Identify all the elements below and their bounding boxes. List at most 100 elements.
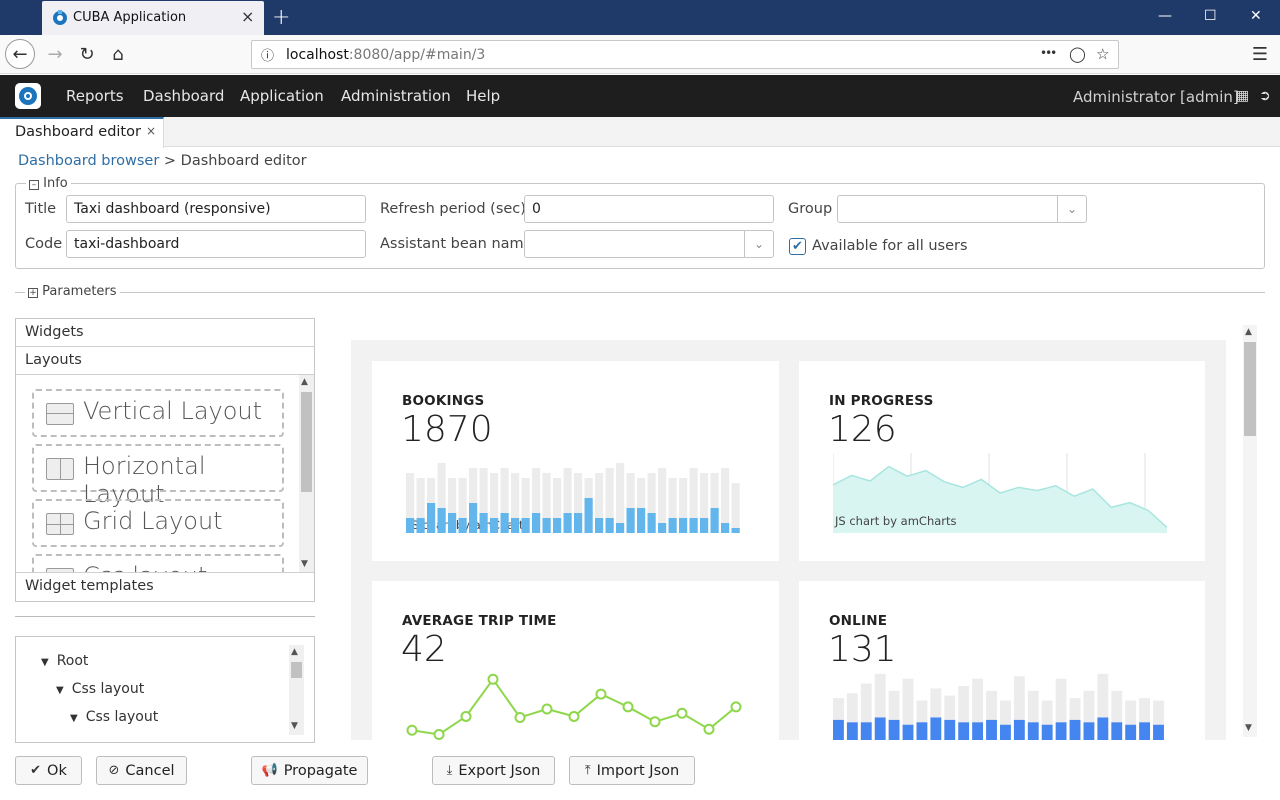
scroll-up-icon[interactable]: ▲ bbox=[1245, 327, 1252, 337]
expanded-icon[interactable]: ▼ bbox=[70, 713, 78, 724]
assistant-bean-dropdown[interactable]: ⌄ bbox=[524, 230, 774, 258]
scroll-up-icon[interactable]: ▲ bbox=[291, 647, 298, 657]
export-json-button[interactable]: ⤓ Export Json bbox=[432, 756, 555, 785]
scroll-thumb[interactable] bbox=[301, 392, 312, 492]
chart-bar bbox=[511, 518, 520, 533]
menu-application[interactable]: Application bbox=[240, 87, 324, 105]
url-bar[interactable]: ⓘ localhost:8080/app/#main/3 ••• ◯ ☆ bbox=[251, 40, 1119, 69]
group-dropdown[interactable]: ⌄ bbox=[837, 195, 1087, 223]
code-field[interactable]: taxi-dashboard bbox=[66, 230, 366, 258]
scroll-down-icon[interactable]: ▼ bbox=[1245, 723, 1252, 733]
chevron-down-icon[interactable]: ⌄ bbox=[744, 231, 773, 257]
upload-icon: ⤒ bbox=[584, 763, 591, 778]
tree-node[interactable]: ▼ Css layout bbox=[70, 709, 159, 725]
tree-node[interactable]: ▼ Css layout bbox=[56, 681, 145, 697]
breadcrumb-link-browser[interactable]: Dashboard browser bbox=[18, 153, 160, 169]
tab-close-icon[interactable]: × bbox=[146, 124, 157, 138]
bookmark-star-icon[interactable]: ☆ bbox=[1096, 45, 1110, 63]
home-icon[interactable]: ⌂ bbox=[112, 43, 124, 65]
reload-icon[interactable]: ↻ bbox=[79, 43, 95, 65]
parameters-legend[interactable]: + Parameters bbox=[25, 284, 120, 299]
chart-bar-bg bbox=[1055, 678, 1067, 740]
chevron-down-icon[interactable]: ⌄ bbox=[1057, 196, 1086, 222]
scroll-down-icon[interactable]: ▼ bbox=[291, 721, 298, 731]
window-mode-icon[interactable]: ▦ bbox=[1236, 88, 1250, 104]
canvas-scrollbar[interactable]: ▲ ▼ bbox=[1243, 325, 1257, 737]
refresh-period-field[interactable]: 0 bbox=[524, 195, 774, 223]
chart-bar-bg bbox=[1041, 700, 1053, 740]
menu-reports[interactable]: Reports bbox=[66, 87, 124, 105]
maximize-icon[interactable]: ☐ bbox=[1204, 8, 1217, 24]
site-info-icon[interactable]: ⓘ bbox=[261, 49, 275, 64]
accordion-widgets[interactable]: Widgets bbox=[16, 319, 314, 347]
logout-icon[interactable]: ➲ bbox=[1259, 88, 1271, 104]
expand-icon[interactable]: + bbox=[28, 288, 38, 298]
propagate-button[interactable]: 📢 Propagate bbox=[251, 756, 368, 785]
tab-dashboard-editor[interactable]: Dashboard editor × bbox=[0, 117, 164, 148]
accordion-widget-templates[interactable]: Widget templates bbox=[16, 573, 314, 601]
layouts-scrollbar[interactable]: ▲ ▼ bbox=[299, 375, 314, 572]
layout-item-vertical[interactable]: Vertical Layout bbox=[32, 389, 284, 437]
layout-item-grid[interactable]: Grid Layout bbox=[32, 499, 284, 547]
title-field[interactable]: Taxi dashboard (responsive) bbox=[66, 195, 366, 223]
tree-scrollbar[interactable]: ▲ ▼ bbox=[289, 645, 304, 735]
menu-dashboard[interactable]: Dashboard bbox=[143, 87, 225, 105]
import-json-button[interactable]: ⤒ Import Json bbox=[569, 756, 695, 785]
chart-bar bbox=[490, 518, 499, 533]
info-legend[interactable]: – Info bbox=[26, 176, 71, 191]
tree-node-root[interactable]: ▼ Root bbox=[41, 653, 89, 669]
minimize-icon[interactable]: — bbox=[1158, 8, 1172, 24]
chart-bar-bg bbox=[1000, 700, 1011, 740]
layout-item-css[interactable]: Css layout bbox=[32, 554, 284, 572]
scroll-thumb[interactable] bbox=[1244, 342, 1256, 436]
new-tab-icon[interactable]: + bbox=[272, 5, 291, 30]
collapse-icon[interactable]: – bbox=[29, 180, 39, 190]
card-title: BOOKINGS bbox=[402, 393, 485, 409]
chart-bar-bg bbox=[1027, 690, 1039, 740]
chart-bar-bg bbox=[406, 473, 415, 533]
app-tabsheet: Dashboard editor × bbox=[0, 117, 1280, 148]
browser-tab-title: CUBA Application bbox=[73, 10, 187, 25]
chart-bar bbox=[637, 508, 646, 533]
chart-bar bbox=[437, 508, 446, 533]
chart-bar bbox=[500, 513, 509, 533]
current-user[interactable]: Administrator [admin] bbox=[1073, 88, 1239, 106]
chart-bar-bg bbox=[944, 695, 956, 740]
layout-item-horizontal[interactable]: Horizontal Layout bbox=[32, 444, 284, 508]
scroll-up-icon[interactable]: ▲ bbox=[301, 377, 308, 387]
accordion-layouts[interactable]: Layouts bbox=[16, 347, 314, 375]
expanded-icon[interactable]: ▼ bbox=[56, 685, 64, 696]
widget-card[interactable]: AVERAGE TRIP TIME 42 bbox=[372, 581, 779, 740]
pocket-icon[interactable]: ◯ bbox=[1069, 45, 1086, 63]
cancel-button[interactable]: ⊘ Cancel bbox=[96, 756, 187, 785]
chart-bar bbox=[731, 528, 740, 533]
tab-label: Dashboard editor bbox=[15, 124, 141, 140]
back-icon[interactable]: ← bbox=[5, 39, 35, 69]
chart-bar-bg bbox=[700, 473, 709, 533]
chart-bar bbox=[846, 722, 858, 740]
chart-bar bbox=[647, 513, 656, 533]
menu-help[interactable]: Help bbox=[466, 87, 501, 105]
menu-administration[interactable]: Administration bbox=[341, 87, 451, 105]
widget-card[interactable]: ONLINE 131 bbox=[799, 581, 1205, 740]
dashboard-canvas[interactable]: BOOKINGS 1870 JS chart by amCharts IN PR… bbox=[351, 340, 1226, 740]
widget-card[interactable]: BOOKINGS 1870 JS chart by amCharts bbox=[372, 361, 779, 561]
hamburger-menu-icon[interactable]: ☰ bbox=[1251, 43, 1269, 65]
browser-tab-close-icon[interactable]: × bbox=[241, 7, 255, 26]
ok-button[interactable]: ✔ Ok bbox=[15, 756, 82, 785]
chart-bar bbox=[888, 719, 900, 740]
expanded-icon[interactable]: ▼ bbox=[41, 657, 49, 668]
forward-icon[interactable]: → bbox=[47, 43, 63, 65]
widget-card[interactable]: IN PROGRESS 126 JS chart by amCharts bbox=[799, 361, 1205, 561]
chart-bar-bg bbox=[930, 688, 942, 740]
browser-tab[interactable]: CUBA Application × bbox=[42, 1, 264, 35]
close-window-icon[interactable]: ✕ bbox=[1250, 8, 1262, 24]
scroll-thumb[interactable] bbox=[291, 662, 302, 678]
scroll-down-icon[interactable]: ▼ bbox=[301, 559, 308, 569]
chart-bar bbox=[479, 513, 488, 533]
grid-layout-icon bbox=[46, 513, 74, 535]
available-checkbox[interactable]: ✔ bbox=[789, 238, 806, 255]
page-actions-icon[interactable]: ••• bbox=[1040, 46, 1057, 60]
url-text: localhost:8080/app/#main/3 bbox=[286, 47, 486, 63]
chart-bar-bg bbox=[626, 473, 635, 533]
